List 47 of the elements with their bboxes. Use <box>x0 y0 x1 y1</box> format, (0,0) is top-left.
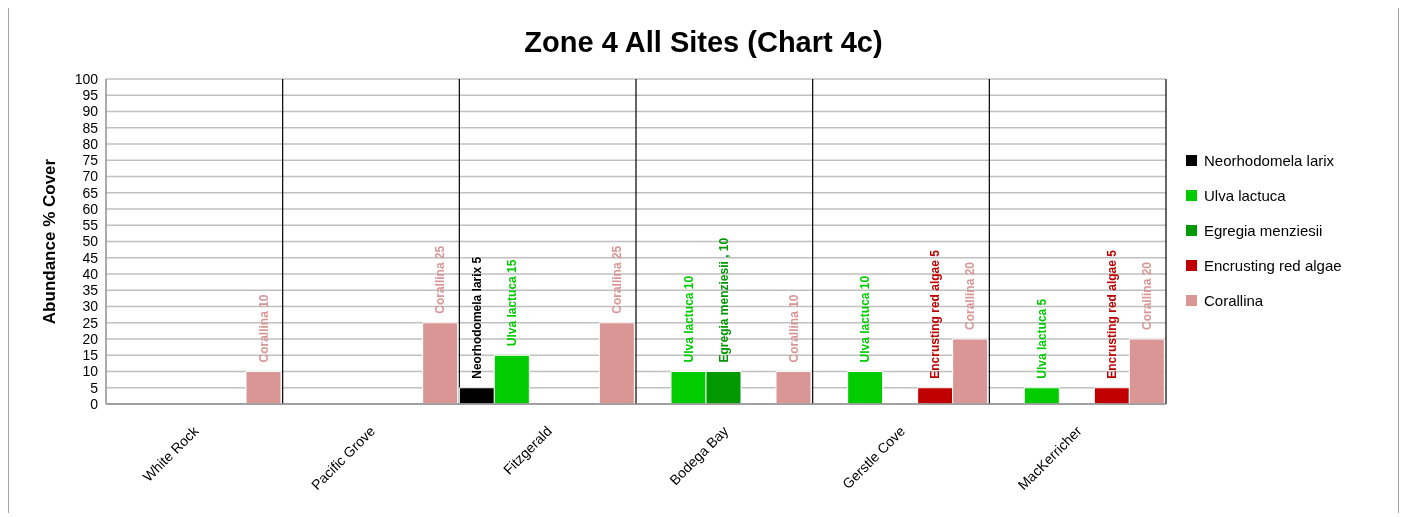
y-tick-label: 60 <box>82 200 99 217</box>
data-label: Corallina 25 <box>433 245 448 314</box>
y-tick-label: 50 <box>82 233 99 250</box>
legend-label: Encrusting red algae <box>1204 257 1342 274</box>
y-tick-label: 95 <box>82 87 99 104</box>
y-tick-label: 25 <box>82 314 99 331</box>
y-tick-label: 30 <box>82 298 99 315</box>
data-label: Corallina 10 <box>256 294 271 363</box>
bar <box>775 371 812 404</box>
legend-label: Egregia menziesii <box>1204 222 1323 239</box>
legend-label: Ulva lactuca <box>1204 187 1286 204</box>
y-tick-label: 65 <box>82 184 99 201</box>
data-label: Ulva lactuca 10 <box>858 275 873 363</box>
legend-label: Neorhodomela larix <box>1204 152 1335 169</box>
data-label: Corallina 25 <box>609 245 624 314</box>
y-tick-label: 15 <box>82 347 99 364</box>
y-tick-label: 35 <box>82 282 99 299</box>
y-tick-label: 75 <box>82 152 99 169</box>
data-label: Corallina 20 <box>1139 261 1154 330</box>
chart-title: Zone 4 All Sites (Chart 4c) <box>523 26 884 59</box>
data-label: Egregia menziesii , 10 <box>716 237 731 363</box>
legend-label: Corallina <box>1204 292 1264 309</box>
data-label: Ulva lactuca 15 <box>504 259 519 347</box>
y-axis-title: Abundance % Cover <box>39 158 59 325</box>
y-tick-label: 80 <box>82 135 99 152</box>
y-tick-label: 45 <box>82 249 99 266</box>
y-tick-label: 100 <box>74 70 99 87</box>
y-tick-label: 55 <box>82 217 99 234</box>
y-tick-label: 10 <box>82 363 99 380</box>
data-label: Encrusting red algae 5 <box>928 249 943 379</box>
data-label: Corallina 20 <box>963 261 978 330</box>
y-tick-label: 85 <box>82 119 99 136</box>
y-tick-label: 70 <box>82 168 99 185</box>
bar <box>1023 387 1060 404</box>
data-label: Corallina 10 <box>786 294 801 363</box>
y-tick-label: 0 <box>90 395 99 412</box>
bar <box>847 371 884 404</box>
data-label: Encrusting red algae 5 <box>1104 249 1119 379</box>
y-tick-label: 20 <box>82 330 99 347</box>
bar <box>598 322 635 404</box>
data-label: Ulva lactuca 5 <box>1034 298 1049 379</box>
y-tick-label: 5 <box>90 379 99 396</box>
data-label: Ulva lactuca 10 <box>681 275 696 363</box>
y-tick-label: 90 <box>82 103 99 120</box>
y-tick-label: 40 <box>82 265 99 282</box>
bar <box>245 371 282 404</box>
data-label: Neorhodomela larix 5 <box>469 256 484 379</box>
